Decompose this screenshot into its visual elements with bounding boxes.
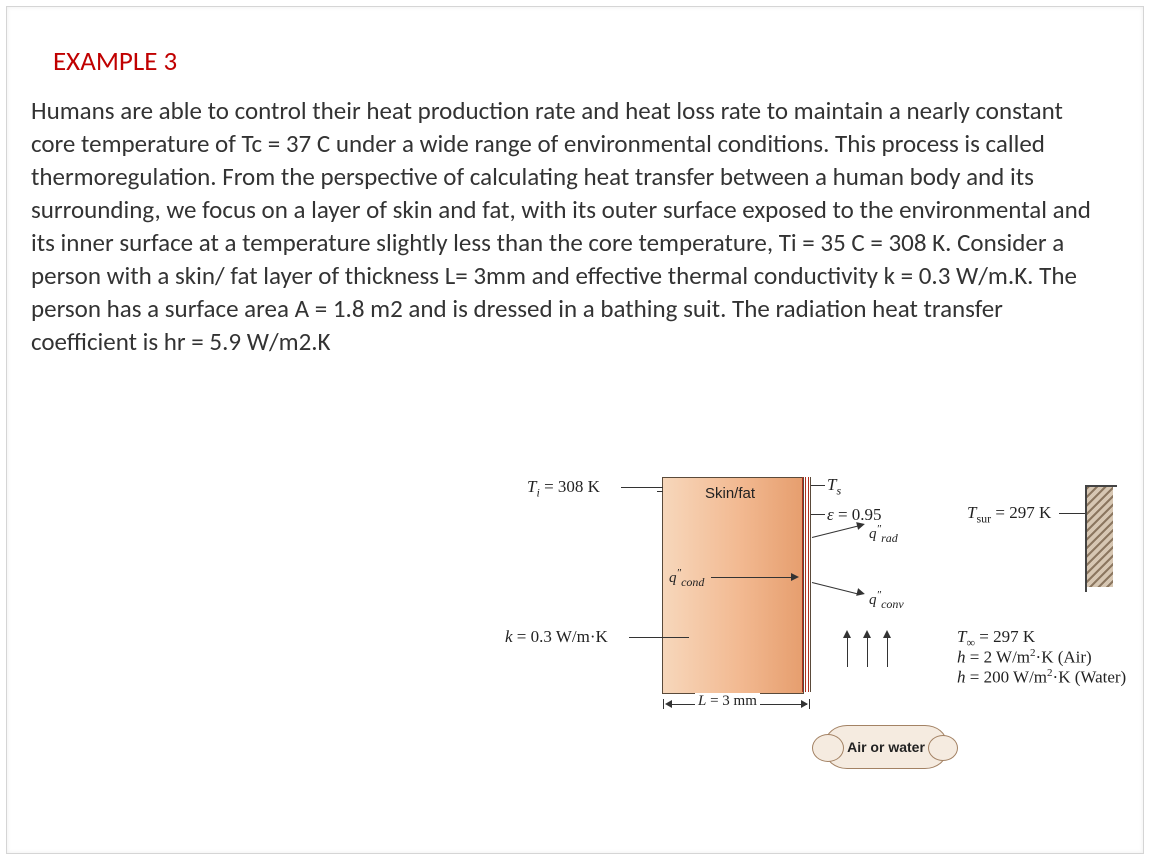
dim-arrow-right [801,700,808,708]
q-rad-label: q″rad [869,523,898,546]
example-title: EXAMPLE 3 [53,45,1119,78]
q-conv-label: q″conv [869,589,904,612]
conv-up-arrow [887,637,888,667]
ts-leader [811,485,825,486]
problem-statement: Humans are able to control their heat pr… [31,94,1109,358]
q-cond-arrow [711,577,791,578]
h-air-label: h = 2 W/m2·K (Air) [957,647,1092,668]
conv-up-arrowhead [863,630,871,638]
h-water-label: h = 200 W/m2·K (Water) [957,667,1126,688]
heat-transfer-diagram: Skin/fat Ti = 308 K k = 0.3 W/m·K q″cond… [507,467,1127,797]
tick [657,491,663,492]
tsur-label: Tsur = 297 K [967,503,1051,526]
fluid-cloud: Air or water [825,725,947,769]
q-cond-label: q″cond [669,567,704,590]
skin-fat-label: Skin/fat [705,485,755,502]
tsur-leader [1059,513,1085,514]
conv-up-arrow [847,637,848,667]
q-cond-arrowhead [791,573,799,581]
emissivity-label: ε = 0.95 [827,505,882,525]
q-rad-arrowhead [856,520,866,530]
ts-label: Ts [827,475,841,498]
l-dim-label: L = 3 mm [695,693,760,710]
q-rad-arrow [812,525,859,538]
skin-surface-hatch [802,477,811,692]
conv-up-arrowhead [883,630,891,638]
q-conv-arrowhead [856,588,866,598]
q-conv-arrow [812,582,859,595]
conv-up-arrowhead [843,630,851,638]
surroundings-wall [1085,485,1117,592]
eps-leader [811,514,825,515]
slide-frame: EXAMPLE 3 Humans are able to control the… [6,6,1144,854]
k-leader [629,637,689,638]
k-label: k = 0.3 W/m·K [505,627,608,647]
ti-leader [621,487,661,488]
dim-arrow-left [665,700,672,708]
ti-label: Ti = 308 K [527,477,600,500]
conv-up-arrow [867,637,868,667]
dim-cap-left [663,699,664,709]
dim-cap-right [809,699,810,709]
